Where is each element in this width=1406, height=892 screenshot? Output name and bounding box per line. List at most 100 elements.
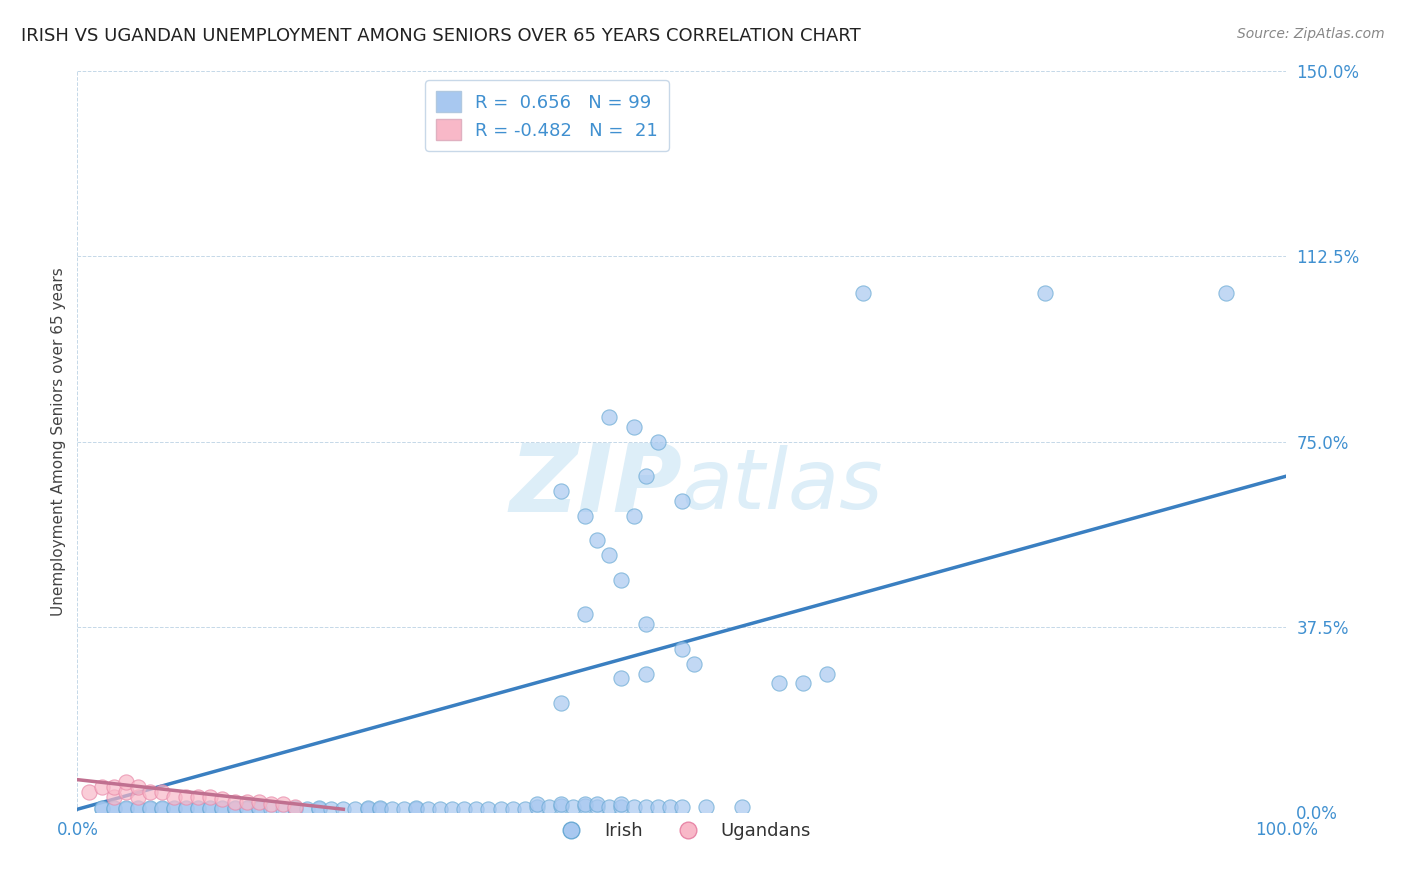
Point xyxy=(586,533,609,548)
Point xyxy=(368,801,391,815)
Point xyxy=(187,789,209,804)
Point xyxy=(683,657,706,671)
Point xyxy=(103,780,125,794)
Point xyxy=(127,801,149,815)
Point xyxy=(368,802,391,816)
Point xyxy=(224,801,246,815)
Point xyxy=(634,469,657,483)
Point xyxy=(211,801,233,815)
Point xyxy=(647,434,669,449)
Point xyxy=(271,802,294,816)
Point xyxy=(284,799,307,814)
Text: IRISH VS UGANDAN UNEMPLOYMENT AMONG SENIORS OVER 65 YEARS CORRELATION CHART: IRISH VS UGANDAN UNEMPLOYMENT AMONG SENI… xyxy=(21,27,860,45)
Point xyxy=(502,802,524,816)
Point xyxy=(163,801,186,815)
Point xyxy=(852,286,875,301)
Point xyxy=(526,799,548,814)
Point xyxy=(150,802,173,816)
Point xyxy=(405,802,427,816)
Point xyxy=(623,508,645,523)
Point xyxy=(260,797,283,812)
Point xyxy=(623,419,645,434)
Point xyxy=(247,801,270,815)
Point xyxy=(1033,286,1056,301)
Point xyxy=(150,785,173,799)
Point xyxy=(550,483,572,498)
Point xyxy=(247,795,270,809)
Point xyxy=(90,802,112,816)
Point xyxy=(671,493,693,508)
Point xyxy=(103,802,125,816)
Point xyxy=(235,795,257,809)
Point xyxy=(224,802,246,816)
Point xyxy=(610,573,633,587)
Point xyxy=(526,797,548,812)
Point xyxy=(392,802,415,816)
Point xyxy=(187,802,209,816)
Point xyxy=(658,799,681,814)
Text: ZIP: ZIP xyxy=(509,440,682,532)
Point xyxy=(1215,286,1237,301)
Point xyxy=(598,799,620,814)
Point xyxy=(477,802,499,816)
Point xyxy=(139,802,162,816)
Point xyxy=(441,802,464,816)
Point xyxy=(271,797,294,812)
Point xyxy=(610,672,633,686)
Point xyxy=(211,802,233,816)
Point xyxy=(90,780,112,794)
Point xyxy=(174,802,197,816)
Point xyxy=(381,802,404,816)
Point xyxy=(187,801,209,815)
Point xyxy=(574,607,596,622)
Point xyxy=(332,802,354,816)
Point xyxy=(610,799,633,814)
Point xyxy=(103,801,125,815)
Point xyxy=(695,799,717,814)
Point xyxy=(453,802,475,816)
Point xyxy=(634,666,657,681)
Point xyxy=(150,801,173,815)
Point xyxy=(139,785,162,799)
Point xyxy=(174,789,197,804)
Text: Source: ZipAtlas.com: Source: ZipAtlas.com xyxy=(1237,27,1385,41)
Point xyxy=(574,508,596,523)
Point xyxy=(163,802,186,816)
Point xyxy=(235,802,257,816)
Point xyxy=(114,775,136,789)
Point xyxy=(792,676,814,690)
Point xyxy=(574,797,596,812)
Point xyxy=(295,802,318,816)
Point xyxy=(284,801,307,815)
Point xyxy=(550,696,572,710)
Point xyxy=(623,799,645,814)
Point xyxy=(634,799,657,814)
Point xyxy=(586,797,609,812)
Point xyxy=(465,802,488,816)
Point xyxy=(114,802,136,816)
Point xyxy=(139,801,162,815)
Point xyxy=(200,801,222,815)
Point xyxy=(537,799,560,814)
Point xyxy=(562,799,585,814)
Point xyxy=(550,798,572,813)
Point xyxy=(671,641,693,656)
Point xyxy=(200,802,222,816)
Point xyxy=(224,795,246,809)
Point xyxy=(634,617,657,632)
Point xyxy=(79,785,101,799)
Point xyxy=(598,409,620,424)
Point xyxy=(308,801,330,815)
Point xyxy=(647,799,669,814)
Point xyxy=(356,801,378,815)
Point xyxy=(163,789,186,804)
Point xyxy=(513,802,536,816)
Point xyxy=(90,801,112,815)
Point xyxy=(598,548,620,562)
Text: atlas: atlas xyxy=(682,445,883,526)
Point xyxy=(489,802,512,816)
Point xyxy=(405,801,427,815)
Point xyxy=(127,802,149,816)
Point xyxy=(127,789,149,804)
Point xyxy=(671,799,693,814)
